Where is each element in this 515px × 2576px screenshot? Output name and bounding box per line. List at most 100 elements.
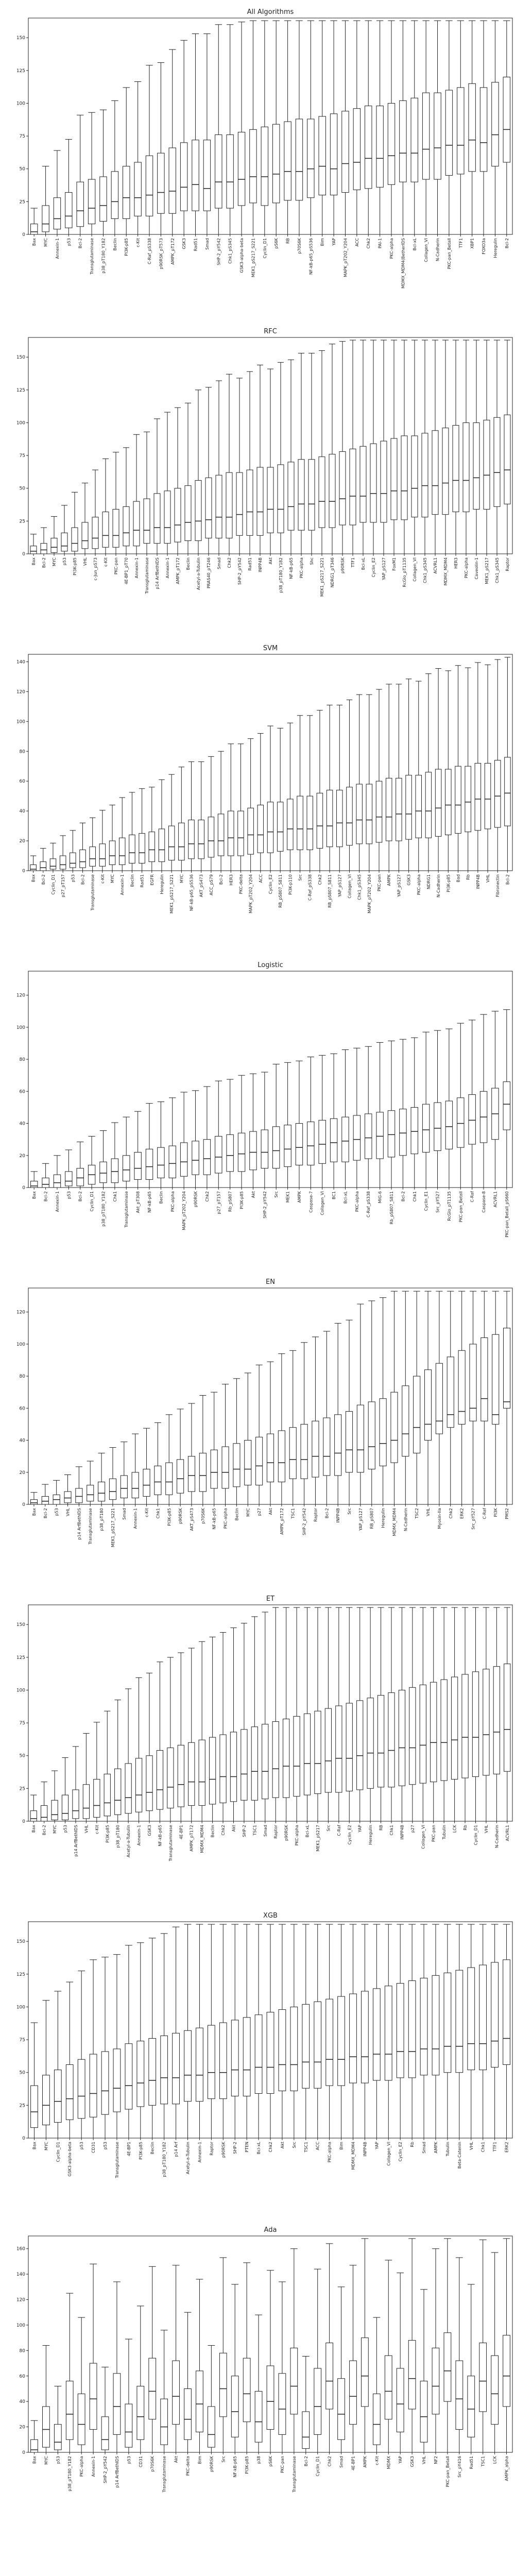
x-tick-label: p90RSK	[340, 557, 345, 573]
box	[178, 1745, 184, 1807]
x-tick-label: NF-kB-p65_pS536	[190, 874, 194, 911]
box	[337, 790, 343, 847]
box	[100, 1162, 107, 1182]
x-tick-label: MAPK_pT202_Y204	[367, 874, 372, 913]
x-tick-label: Bax	[32, 2142, 37, 2149]
y-tick-label: 25	[20, 1786, 25, 1791]
box	[411, 1107, 418, 1154]
box	[209, 1737, 215, 1804]
x-tick-label: Bcl-2	[42, 1825, 47, 1835]
x-tick-label: Cyclin_E1	[424, 1191, 428, 1211]
box	[241, 1730, 247, 1800]
axes-frame	[28, 971, 512, 1188]
box	[441, 1680, 447, 1781]
x-tick-label: PI3K-p85	[446, 874, 451, 892]
y-tick-label: 60	[20, 1406, 26, 1411]
box	[146, 1756, 152, 1811]
x-tick-label: Caspase-8	[482, 1191, 486, 1213]
box	[164, 491, 170, 544]
x-tick-label: p90RSK_pT573	[159, 238, 163, 269]
box	[267, 2012, 274, 2094]
box	[456, 1970, 463, 2073]
box	[409, 1687, 416, 1784]
x-tick-label: Cyclin_D1	[473, 1825, 478, 1845]
box	[65, 1172, 72, 1186]
x-tick-label: MDMX_MDM4(BetherIDS	[401, 238, 405, 289]
x-tick-label: VHL	[486, 874, 490, 882]
panel-title: XGB	[263, 1912, 278, 1920]
box	[220, 1735, 226, 1803]
x-tick-label: Bcl-xL	[256, 2141, 261, 2154]
box	[494, 417, 500, 506]
x-tick-label: Rb_pS807	[228, 1191, 233, 1212]
box	[230, 1732, 236, 1802]
x-tick-label: Bcl-2	[44, 1191, 48, 1201]
x-tick-label: Raptor	[505, 557, 510, 571]
x-tick-label: 4E-BP1	[179, 1825, 183, 1839]
x-tick-label: SHP-2_pY542	[216, 238, 221, 265]
box	[115, 1769, 121, 1815]
box	[166, 1463, 173, 1495]
x-tick-label: p53	[79, 2142, 84, 2149]
x-tick-label: FOXO3a	[482, 238, 486, 255]
box	[400, 1109, 406, 1156]
box	[251, 1727, 258, 1801]
x-tick-label: Bax	[31, 874, 36, 882]
box	[416, 775, 422, 838]
panel-title: All Algorithms	[247, 8, 294, 16]
x-tick-label: 4E-BP1	[351, 2456, 355, 2470]
x-tick-label: MEK1_pS217	[485, 557, 489, 584]
x-tick-label: Beclin	[211, 1825, 215, 1837]
box	[451, 1677, 457, 1780]
x-tick-label: p53	[56, 2456, 60, 2464]
box	[231, 2376, 238, 2437]
x-tick-label: p53	[55, 1508, 59, 1516]
box	[272, 124, 279, 203]
box	[422, 93, 429, 179]
box	[406, 775, 412, 840]
x-tick-label: PKC-alpha	[79, 2456, 84, 2477]
x-tick-label: NF-kB-p65	[158, 1825, 162, 1846]
x-tick-label: NDRG1_pT346	[330, 557, 335, 587]
box	[408, 2341, 416, 2409]
y-tick-label: 50	[20, 167, 26, 172]
x-tick-label: Chk2	[227, 557, 232, 568]
box	[504, 1328, 510, 1409]
box	[255, 2015, 262, 2094]
box	[434, 93, 441, 179]
box	[314, 2368, 321, 2434]
box	[279, 2010, 286, 2091]
box	[296, 1124, 302, 1165]
x-tick-label: PKC-pan	[377, 874, 382, 891]
box	[123, 1156, 130, 1181]
box	[408, 1981, 416, 2078]
box	[319, 116, 325, 195]
box	[144, 499, 150, 544]
box	[319, 1120, 325, 1163]
x-tick-label: N-Cadherin	[403, 1508, 408, 1531]
box	[301, 1424, 307, 1479]
x-tick-label: Smad	[339, 2456, 344, 2468]
y-tick-label: 50	[20, 486, 26, 492]
box	[411, 436, 418, 517]
x-tick-label: Chk2	[205, 1191, 210, 1201]
x-tick-label: AMPK_pT172	[190, 1825, 194, 1852]
x-tick-label: PI3K-p85	[73, 557, 77, 575]
x-tick-label: Chk2	[268, 2142, 273, 2152]
x-tick-label: Chk1	[389, 1825, 394, 1835]
box	[125, 2044, 132, 2109]
box	[453, 426, 459, 512]
box	[255, 2391, 262, 2442]
y-tick-label: 20	[20, 1154, 26, 1159]
x-tick-label: p38_pT180_Y182	[162, 2142, 167, 2177]
x-tick-label: AMPK	[434, 2141, 438, 2153]
box	[228, 811, 234, 856]
x-tick-label: ACC	[316, 2142, 320, 2150]
box	[250, 1131, 256, 1170]
x-tick-label: Bcl-xL	[305, 1824, 310, 1837]
box	[388, 1693, 394, 1787]
x-tick-label: PKC-alpha	[170, 1191, 175, 1212]
y-tick-label: 40	[20, 1122, 26, 1127]
box	[219, 2023, 227, 2099]
x-tick-label: Collagen_VI	[421, 1825, 425, 1849]
